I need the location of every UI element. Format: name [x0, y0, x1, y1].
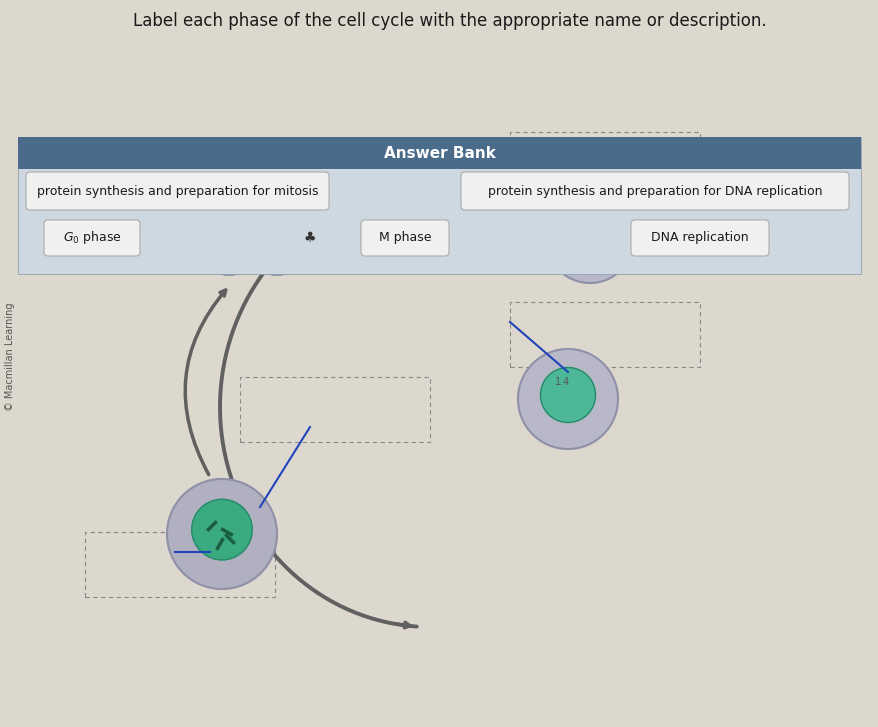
Text: protein synthesis and preparation for mitosis: protein synthesis and preparation for mi…: [37, 185, 318, 198]
Text: Answer Bank: Answer Bank: [384, 145, 495, 161]
Circle shape: [167, 479, 277, 589]
Circle shape: [447, 214, 454, 220]
Circle shape: [447, 185, 454, 193]
Bar: [85, 152, 230, 217]
Circle shape: [454, 199, 461, 206]
Text: $G_0$ phase: $G_0$ phase: [62, 230, 121, 246]
FancyBboxPatch shape: [630, 220, 768, 256]
Circle shape: [193, 203, 264, 275]
Circle shape: [517, 349, 617, 449]
Circle shape: [432, 182, 439, 189]
Text: M phase: M phase: [378, 231, 431, 244]
Bar: [18, 137, 860, 274]
Bar: [18, 137, 860, 169]
FancyBboxPatch shape: [44, 220, 140, 256]
Bar: [509, 302, 699, 367]
Circle shape: [390, 167, 489, 267]
FancyBboxPatch shape: [26, 172, 328, 210]
Circle shape: [565, 212, 614, 260]
Text: DNA replication: DNA replication: [651, 231, 748, 244]
Circle shape: [540, 368, 594, 422]
Bar: [85, 532, 275, 597]
FancyBboxPatch shape: [361, 220, 449, 256]
Circle shape: [412, 185, 467, 241]
Text: protein synthesis and preparation for DNA replication: protein synthesis and preparation for DN…: [487, 185, 821, 198]
Circle shape: [191, 499, 252, 560]
Text: Label each phase of the cell cycle with the appropriate name or description.: Label each phase of the cell cycle with …: [133, 12, 766, 30]
Bar: [509, 132, 699, 197]
Circle shape: [212, 220, 245, 252]
Circle shape: [261, 220, 293, 252]
Circle shape: [241, 203, 313, 275]
Circle shape: [420, 207, 427, 214]
Circle shape: [420, 192, 427, 198]
Text: ♣: ♣: [304, 231, 316, 245]
Circle shape: [545, 195, 633, 283]
Text: © Macmillan Learning: © Macmillan Learning: [5, 302, 15, 411]
FancyBboxPatch shape: [460, 172, 848, 210]
Bar: [240, 377, 429, 442]
Circle shape: [432, 217, 439, 224]
Text: 1.4: 1.4: [554, 377, 570, 387]
Circle shape: [454, 199, 461, 206]
